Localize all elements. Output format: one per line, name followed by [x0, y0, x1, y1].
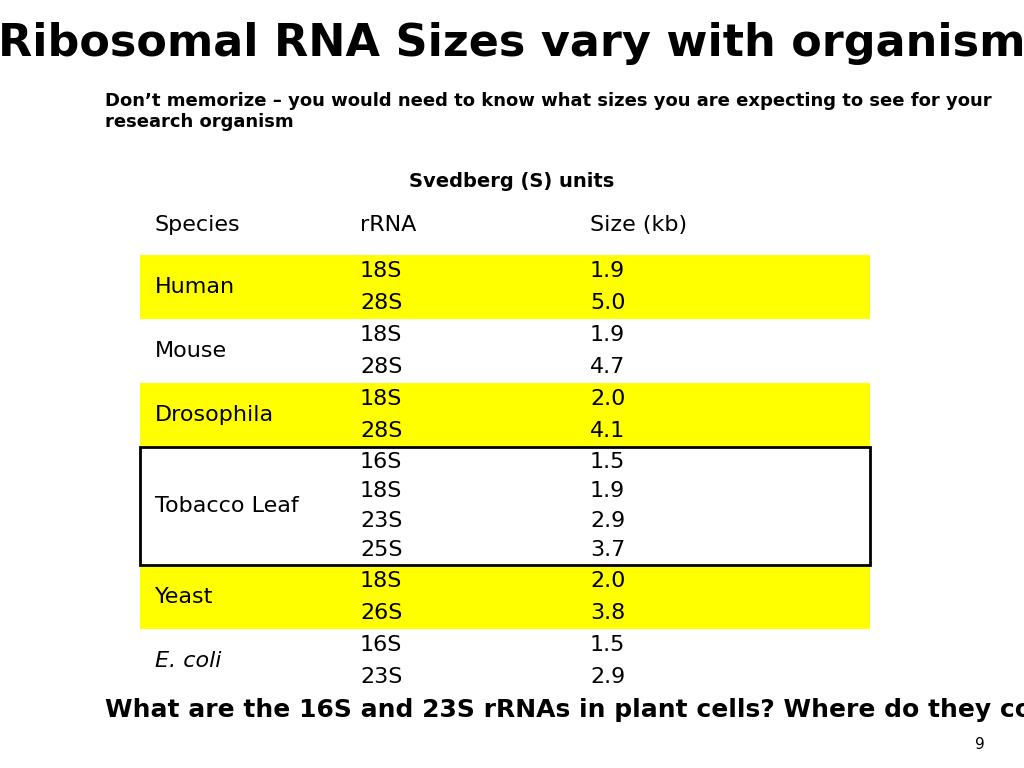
Text: 1.5: 1.5: [590, 452, 626, 472]
Text: 4.7: 4.7: [590, 357, 626, 377]
Text: 18S: 18S: [360, 389, 402, 409]
Bar: [140, 447, 870, 565]
Bar: [140, 255, 870, 319]
Text: What are the 16S and 23S rRNAs in plant cells? Where do they come from?: What are the 16S and 23S rRNAs in plant …: [105, 698, 1024, 722]
Text: 23S: 23S: [360, 667, 402, 687]
Text: 4.1: 4.1: [590, 421, 626, 441]
Text: 1.9: 1.9: [590, 261, 626, 281]
Text: 2.9: 2.9: [590, 667, 626, 687]
Text: 18S: 18S: [360, 325, 402, 345]
Text: Species: Species: [155, 215, 241, 235]
Text: 18S: 18S: [360, 571, 402, 591]
Text: 2.0: 2.0: [590, 389, 626, 409]
Text: 3.8: 3.8: [590, 603, 626, 623]
Text: 1.9: 1.9: [590, 482, 626, 502]
Text: 9: 9: [975, 737, 985, 752]
Text: 1.9: 1.9: [590, 325, 626, 345]
Text: rRNA: rRNA: [360, 215, 417, 235]
Text: 28S: 28S: [360, 357, 402, 377]
Text: Tobacco Leaf: Tobacco Leaf: [155, 496, 299, 516]
Text: Drosophila: Drosophila: [155, 405, 274, 425]
Text: Size (kb): Size (kb): [590, 215, 687, 235]
Text: 28S: 28S: [360, 421, 402, 441]
Text: Don’t memorize – you would need to know what sizes you are expecting to see for : Don’t memorize – you would need to know …: [105, 92, 991, 131]
Text: 2.0: 2.0: [590, 571, 626, 591]
Text: 28S: 28S: [360, 293, 402, 313]
Text: 18S: 18S: [360, 482, 402, 502]
Text: 2.9: 2.9: [590, 511, 626, 531]
Text: E. coli: E. coli: [155, 651, 221, 671]
Bar: [140, 565, 870, 629]
Text: Ribosomal RNA Sizes vary with organism: Ribosomal RNA Sizes vary with organism: [0, 22, 1024, 65]
Text: 16S: 16S: [360, 635, 402, 655]
Text: Mouse: Mouse: [155, 341, 227, 361]
Text: 5.0: 5.0: [590, 293, 626, 313]
Bar: [140, 383, 870, 447]
Text: 18S: 18S: [360, 261, 402, 281]
Text: 16S: 16S: [360, 452, 402, 472]
Text: Svedberg (S) units: Svedberg (S) units: [410, 172, 614, 191]
Text: Human: Human: [155, 277, 236, 297]
Text: 25S: 25S: [360, 540, 402, 560]
Text: 3.7: 3.7: [590, 540, 626, 560]
Text: 1.5: 1.5: [590, 635, 626, 655]
Text: 26S: 26S: [360, 603, 402, 623]
Text: Yeast: Yeast: [155, 587, 213, 607]
Text: 23S: 23S: [360, 511, 402, 531]
